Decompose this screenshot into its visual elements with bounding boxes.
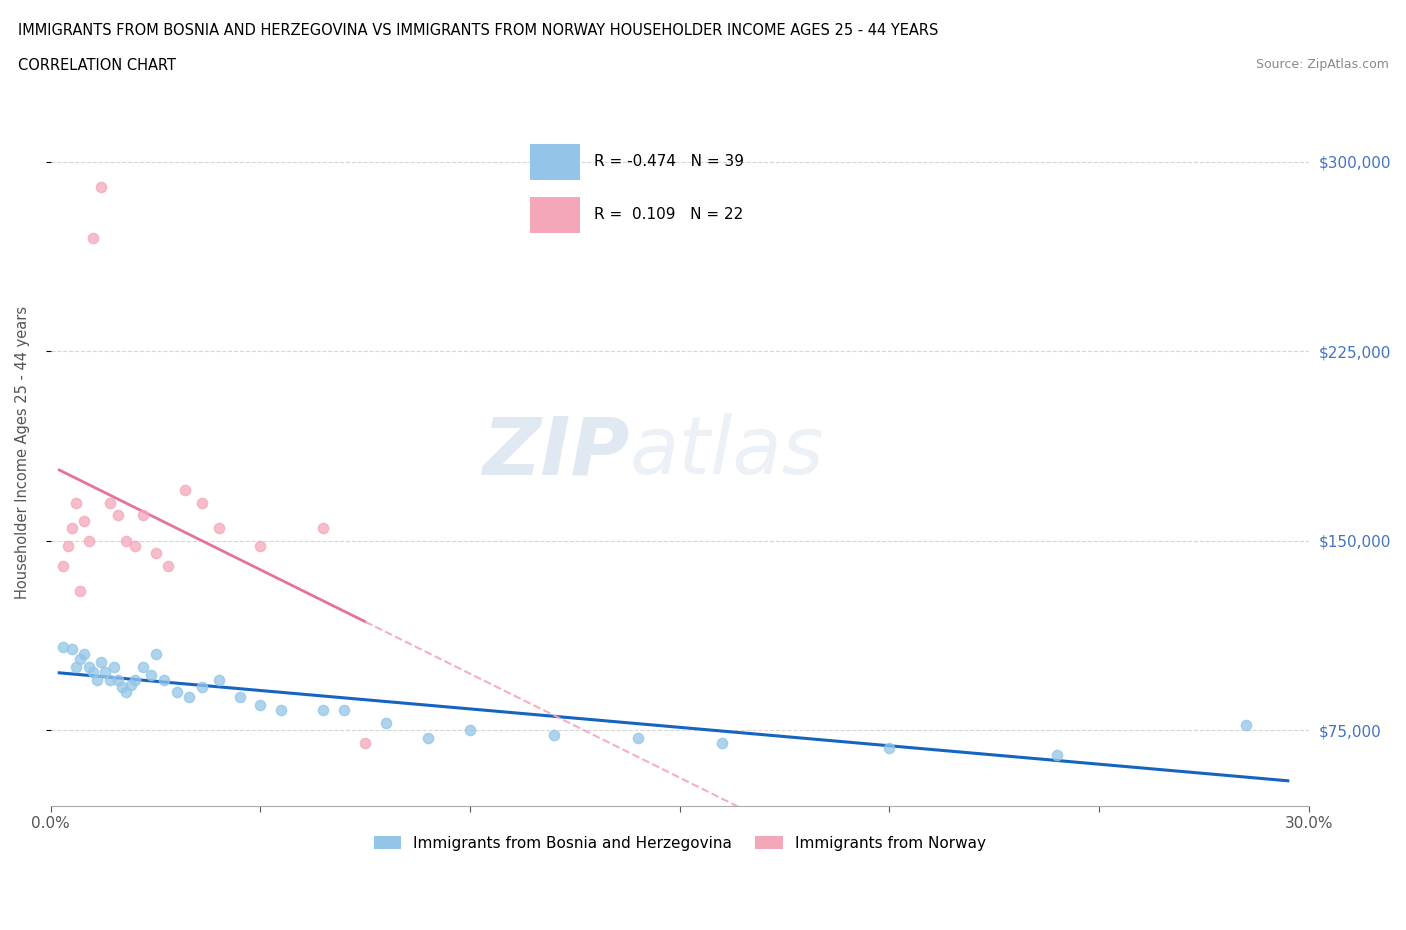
Point [107, 672, 129, 687]
Point [354, 736, 377, 751]
Point [60, 521, 83, 536]
Point [90, 655, 112, 670]
Point [86, 672, 108, 687]
Point [65, 496, 87, 511]
Point [153, 672, 176, 687]
Point [111, 680, 134, 695]
Point [543, 728, 565, 743]
Legend: Immigrants from Bosnia and Herzegovina, Immigrants from Norway: Immigrants from Bosnia and Herzegovina, … [366, 828, 994, 858]
Point [124, 538, 146, 553]
Point [710, 736, 733, 751]
Point [82, 231, 104, 246]
Point [270, 702, 292, 717]
Point [52, 640, 75, 655]
Point [124, 672, 146, 687]
Point [115, 684, 138, 699]
Point [333, 702, 356, 717]
Point [82, 665, 104, 680]
Text: CORRELATION CHART: CORRELATION CHART [18, 58, 176, 73]
Point [115, 533, 138, 548]
Text: Source: ZipAtlas.com: Source: ZipAtlas.com [1256, 58, 1389, 71]
Point [191, 496, 214, 511]
Point [228, 690, 250, 705]
Text: atlas: atlas [630, 413, 824, 491]
Point [77, 533, 100, 548]
Point [375, 715, 398, 730]
Point [157, 559, 180, 574]
Text: IMMIGRANTS FROM BOSNIA AND HERZEGOVINA VS IMMIGRANTS FROM NORWAY HOUSEHOLDER INC: IMMIGRANTS FROM BOSNIA AND HERZEGOVINA V… [18, 23, 939, 38]
Point [249, 698, 271, 712]
Point [1046, 748, 1069, 763]
Point [73, 513, 96, 528]
Point [107, 508, 129, 523]
Point [879, 740, 901, 755]
Point [207, 521, 229, 536]
Point [98, 672, 121, 687]
Point [56, 538, 79, 553]
Point [174, 483, 197, 498]
Point [132, 508, 155, 523]
Point [69, 584, 91, 599]
Point [312, 702, 335, 717]
Point [191, 680, 214, 695]
Point [418, 730, 440, 745]
Point [458, 723, 481, 737]
Point [145, 546, 167, 561]
Point [52, 559, 75, 574]
Point [249, 538, 271, 553]
Point [120, 677, 142, 692]
Point [179, 690, 201, 705]
Point [73, 647, 96, 662]
Point [103, 659, 125, 674]
Point [141, 667, 163, 682]
Point [94, 665, 117, 680]
Point [98, 496, 121, 511]
Point [65, 659, 87, 674]
Point [132, 659, 155, 674]
Point [90, 179, 112, 194]
Y-axis label: Householder Income Ages 25 - 44 years: Householder Income Ages 25 - 44 years [15, 306, 30, 599]
Text: ZIP: ZIP [482, 413, 630, 491]
Point [312, 521, 335, 536]
Point [166, 684, 188, 699]
Point [627, 730, 650, 745]
Point [60, 642, 83, 657]
Point [69, 652, 91, 667]
Point [77, 659, 100, 674]
Point [207, 672, 229, 687]
Point [145, 647, 167, 662]
Point [1234, 718, 1257, 733]
